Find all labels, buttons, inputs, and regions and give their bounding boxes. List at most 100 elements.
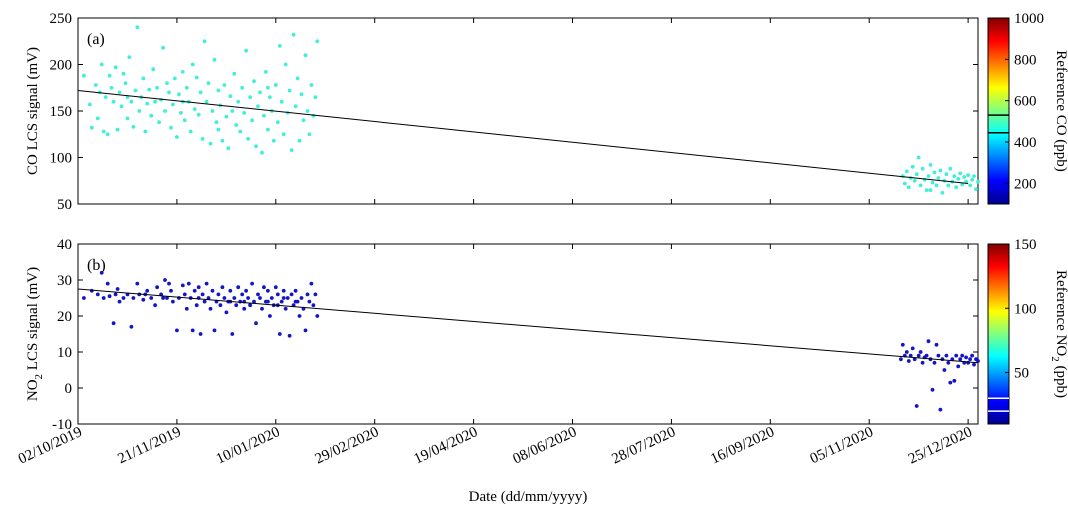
data-point [268,95,272,99]
data-point [256,104,260,109]
data-point [309,83,314,87]
data-point [297,138,302,143]
data-point [198,332,203,336]
data-point [262,285,266,290]
data-point [956,177,961,181]
data-point [252,299,256,304]
data-point [258,296,262,300]
data-point [972,174,976,179]
data-point [904,169,909,174]
data-point [960,353,965,358]
colorbar-tick-label: 100 [1014,301,1037,317]
data-point [283,62,288,67]
x-tick-label: 08/06/2020 [510,424,579,467]
data-point [960,182,965,187]
data-point [918,183,923,188]
data-point [275,292,280,297]
data-point [149,113,154,118]
x-tick-label: 28/07/2020 [609,424,678,467]
data-point [240,85,245,90]
data-point [242,111,247,115]
data-point [157,120,162,125]
data-point [161,296,166,300]
data-point [976,179,980,184]
data-point [307,299,312,304]
data-point [968,357,972,362]
data-point [914,404,919,408]
data-point [165,81,169,85]
data-point [932,360,937,365]
data-point [131,124,136,129]
data-point [175,328,179,333]
data-point [89,125,94,130]
data-point [153,99,158,104]
data-point [232,71,237,76]
y-tick-label: 150 [50,104,73,120]
data-point [264,70,268,74]
data-point [135,25,140,30]
y-tick-label: 200 [50,58,73,74]
data-point [99,62,104,67]
data-point [93,83,98,87]
y-tick-label: 30 [57,273,72,289]
data-point [153,303,158,308]
data-point [315,39,320,44]
data-point [244,48,249,53]
data-point [926,339,931,344]
y-tick-label: 250 [50,11,73,27]
data-point [930,387,935,392]
data-point [216,292,221,297]
data-point [190,62,195,67]
panel-label: (a) [87,31,105,48]
y-tick-label: 50 [57,197,72,213]
data-point [226,146,231,151]
data-point [311,303,316,308]
data-point [169,125,173,130]
data-point [113,65,118,70]
data-point [212,57,217,62]
data-point [230,109,235,113]
data-point [293,104,298,109]
plot-frame [77,243,979,425]
data-point [970,177,974,182]
y-tick-label: 100 [50,151,73,167]
data-point [916,353,921,358]
data-point [107,73,112,78]
data-point [238,129,243,134]
data-point [107,294,112,299]
data-point [246,296,251,300]
data-point [127,55,132,59]
data-point [200,137,205,141]
data-point [190,328,195,333]
data-point [946,183,951,188]
panel-a: 50 100 150 200 250 (a) CO LCS signal (mV) 200 40… [25,11,1068,213]
data-point [236,285,241,290]
data-point [948,380,953,385]
data-point [186,281,191,286]
data-point [95,292,100,297]
data-point [964,355,968,360]
colorbar-label: Reference NO2 (ppb) [1049,270,1068,398]
data-point [940,190,945,195]
data-point [230,332,235,336]
data-point [254,144,258,149]
x-tick-label: 21/11/2019 [115,424,183,467]
data-point [906,359,911,363]
data-point [129,324,134,329]
data-point [119,104,124,109]
data-point [224,114,229,119]
data-point [281,296,286,300]
data-point [924,188,929,193]
data-point [926,174,931,179]
data-point [212,328,217,333]
data-point [956,364,961,369]
data-point [313,95,318,99]
data-point [906,185,911,190]
y-tick-label: 10 [57,345,72,361]
trend-line [77,288,979,364]
data-point [914,172,919,177]
x-tick-label: 16/09/2020 [708,424,777,467]
data-point [167,281,171,286]
data-point [206,296,211,300]
